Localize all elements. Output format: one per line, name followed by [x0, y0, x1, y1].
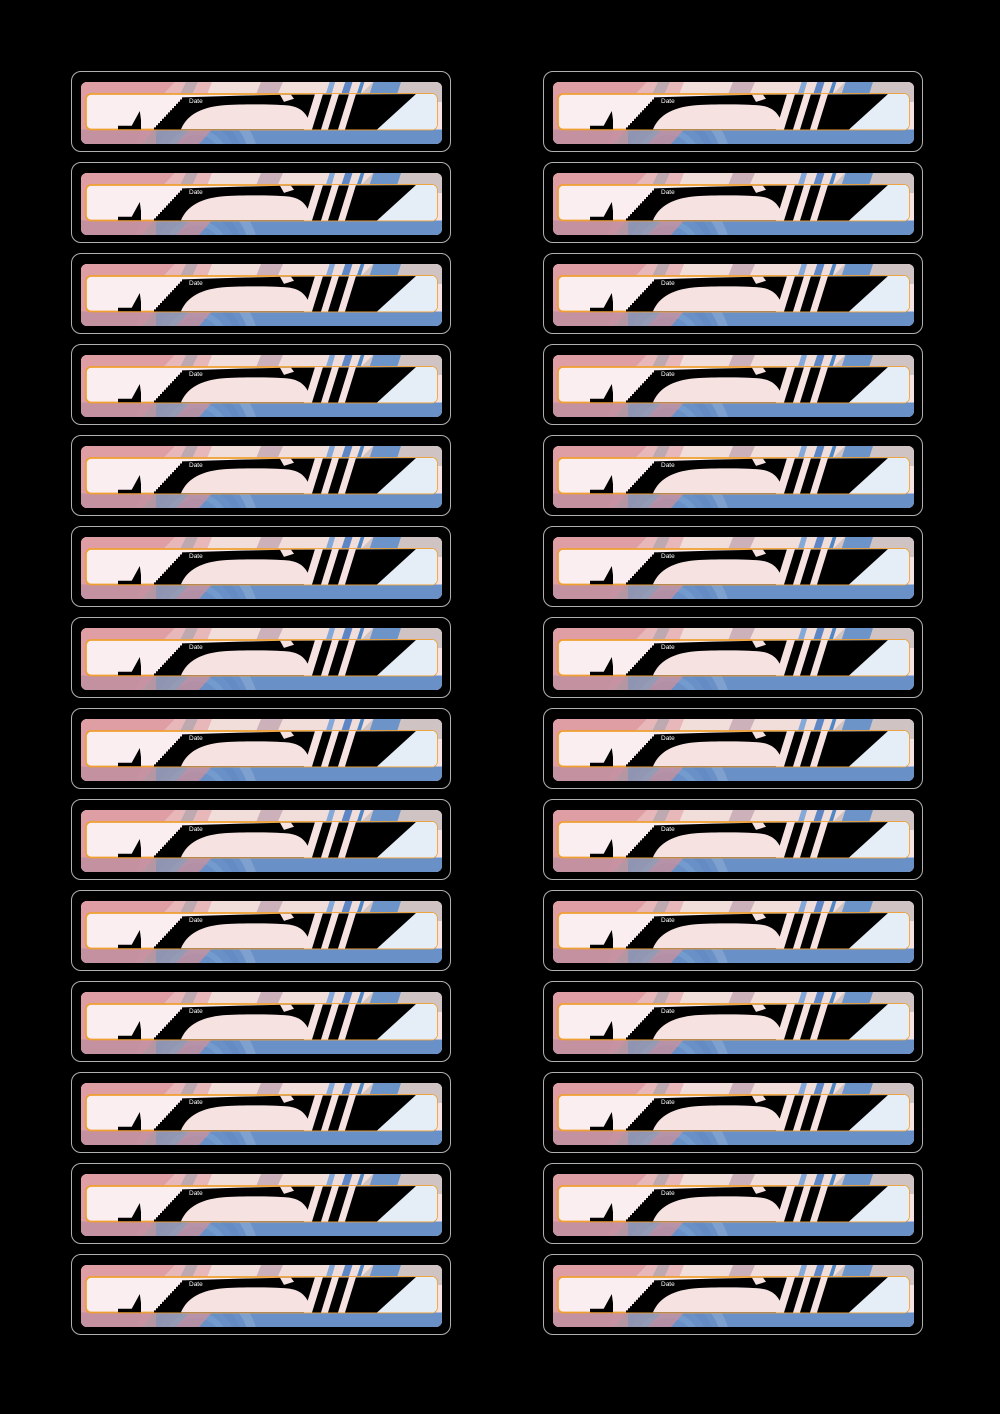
svg-text:Date: Date: [661, 98, 675, 105]
svg-text:Date: Date: [189, 1099, 203, 1106]
svg-text:Date: Date: [661, 735, 675, 742]
svg-text:Date: Date: [189, 644, 203, 651]
svg-text:Date: Date: [661, 189, 675, 196]
svg-text:Date: Date: [661, 1281, 675, 1288]
svg-text:Date: Date: [189, 280, 203, 287]
svg-text:Date: Date: [189, 371, 203, 378]
svg-text:Date: Date: [661, 553, 675, 560]
svg-text:Date: Date: [661, 1190, 675, 1197]
svg-text:Date: Date: [661, 826, 675, 833]
svg-text:Date: Date: [189, 735, 203, 742]
svg-text:Date: Date: [661, 917, 675, 924]
svg-text:Date: Date: [661, 280, 675, 287]
svg-text:Date: Date: [189, 1190, 203, 1197]
svg-text:Date: Date: [189, 98, 203, 105]
svg-text:Date: Date: [189, 1008, 203, 1015]
svg-text:Date: Date: [189, 189, 203, 196]
svg-text:Date: Date: [661, 371, 675, 378]
svg-text:Date: Date: [661, 644, 675, 651]
svg-text:Date: Date: [661, 1008, 675, 1015]
svg-text:Date: Date: [661, 1099, 675, 1106]
svg-text:Date: Date: [189, 462, 203, 469]
svg-text:Date: Date: [189, 917, 203, 924]
svg-text:Date: Date: [189, 1281, 203, 1288]
svg-text:Date: Date: [189, 826, 203, 833]
svg-text:Date: Date: [189, 553, 203, 560]
svg-text:Date: Date: [661, 462, 675, 469]
